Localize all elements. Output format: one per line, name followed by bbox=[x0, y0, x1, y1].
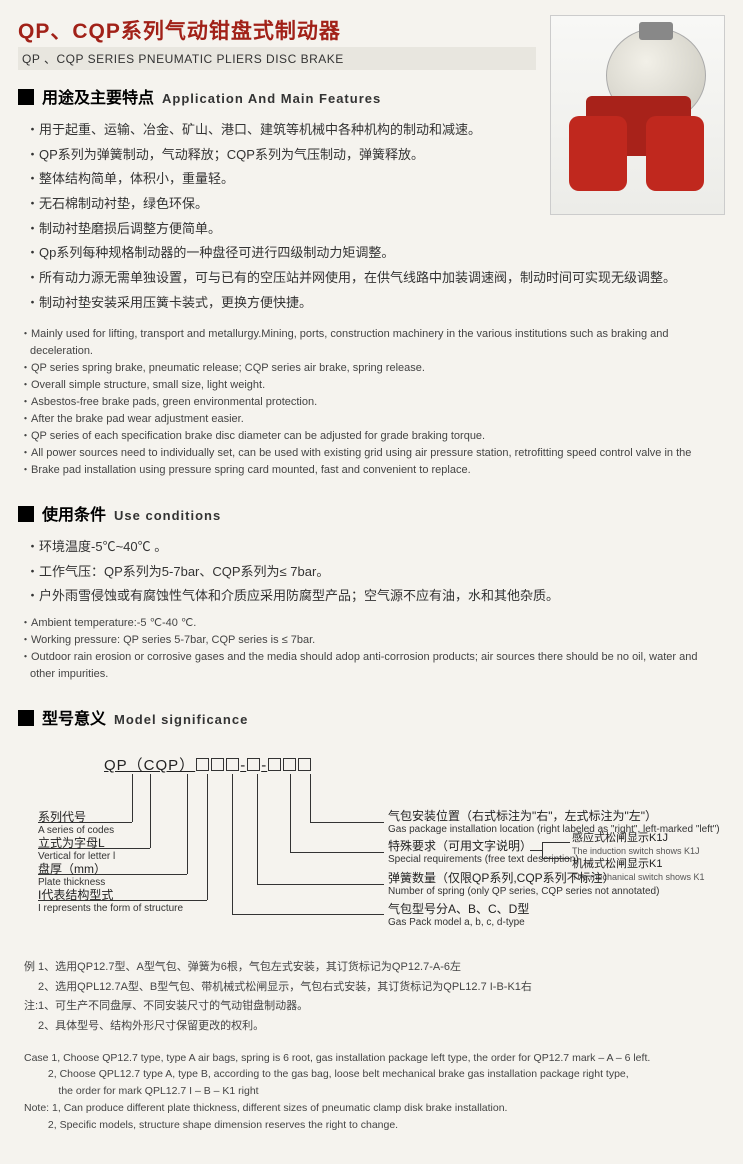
legend-cn: 气包型号分A、B、C、D型 bbox=[388, 902, 529, 917]
example-row: Case 1, Choose QP12.7 type, type A air b… bbox=[24, 1050, 725, 1067]
legend-cn: 气包安装位置（右式标注为"右"，左式标注为"左"） bbox=[388, 809, 720, 824]
list-item: 整体结构简单，体积小，重量轻。 bbox=[40, 167, 536, 192]
section2-cn: 使用条件 bbox=[42, 501, 106, 525]
list-item: 工作气压：QP系列为5-7bar、CQP系列为≤ 7bar。 bbox=[40, 560, 725, 585]
list-item: 制动衬垫安装采用压簧卡装式，更换方便快捷。 bbox=[40, 291, 725, 316]
legend-cn: 立式为字母L bbox=[38, 836, 115, 851]
model-code-diagram: QP（CQP）-- 系列代号 A series of codes 立式为字母L … bbox=[32, 754, 725, 944]
square-icon bbox=[18, 89, 34, 105]
list-item: 户外雨雪侵蚀或有腐蚀性气体和介质应采用防腐型产品；空气源不应有油，水和其他杂质。 bbox=[40, 584, 725, 609]
example-row: 例 1、选用QP12.7型、A型气包、弹簧为6根，气包左式安装，其订货标记为QP… bbox=[24, 959, 725, 977]
list-item: Overall simple structure, small size, li… bbox=[30, 377, 725, 394]
section3-en: Model significance bbox=[114, 712, 248, 727]
list-item: 制动衬垫磨损后调整方便简单。 bbox=[40, 217, 536, 242]
title-cn: QP、CQP系列气动钳盘式制动器 bbox=[18, 15, 536, 45]
example-row: Note: 1, Can produce different plate thi… bbox=[24, 1100, 725, 1117]
list-item: 无石棉制动衬垫，绿色环保。 bbox=[40, 192, 536, 217]
legend-cn: 系列代号 bbox=[38, 810, 114, 825]
product-top bbox=[639, 22, 673, 40]
list-item: QP系列为弹簧制动，气动释放；CQP系列为气压制动，弹簧释放。 bbox=[40, 143, 536, 168]
legend-en: The induction switch shows K1J bbox=[572, 846, 700, 856]
list-item: 用于起重、运输、冶金、矿山、港口、建筑等机械中各种机构的制动和减速。 bbox=[40, 118, 536, 143]
legend-cn: I代表结构型式 bbox=[38, 888, 183, 903]
list-item: All power sources need to individually s… bbox=[30, 445, 725, 462]
example-row: 注:1、可生产不同盘厚、不同安装尺寸的气动钳盘制动器。 bbox=[24, 998, 725, 1016]
list-item: Brake pad installation using pressure sp… bbox=[30, 462, 725, 479]
example-row: 2、选用QPL12.7A型、B型气包、带机械式松闸显示，气包右式安装，其订货标记… bbox=[24, 979, 725, 997]
code-prefix: QP（CQP） bbox=[104, 757, 195, 774]
list-item: QP series of each specification brake di… bbox=[30, 428, 725, 445]
features-cn-list-cont: 所有动力源无需单独设置，可与已有的空压站并网使用，在供气线路中加装调速阀，制动时… bbox=[18, 266, 725, 315]
section3-head: 型号意义 Model significance bbox=[18, 705, 725, 729]
list-item: 所有动力源无需单独设置，可与已有的空压站并网使用，在供气线路中加装调速阀，制动时… bbox=[40, 266, 725, 291]
example-row: the order for mark QPL12.7 I – B – K1 ri… bbox=[24, 1083, 725, 1100]
section1-cn: 用途及主要特点 bbox=[42, 84, 154, 108]
section1-head: 用途及主要特点 Application And Main Features bbox=[18, 84, 536, 108]
list-item: QP series spring brake, pneumatic releas… bbox=[30, 360, 725, 377]
legend-en: I represents the form of structure bbox=[38, 903, 183, 916]
section3-cn: 型号意义 bbox=[42, 705, 106, 729]
section2-en: Use conditions bbox=[114, 508, 221, 523]
conditions-en-list: Ambient temperature:-5 ℃-40 ℃. Working p… bbox=[18, 615, 725, 683]
list-item: Working pressure: QP series 5-7bar, CQP … bbox=[30, 632, 725, 649]
list-item: Asbestos-free brake pads, green environm… bbox=[30, 394, 725, 411]
product-body bbox=[569, 116, 627, 191]
legend-en: Gas Pack model a, b, c, d-type bbox=[388, 917, 529, 930]
legend-en: Special requirements (free text descript… bbox=[388, 854, 579, 867]
example-row: 2, Choose QPL12.7 type A, type B, accord… bbox=[24, 1066, 725, 1083]
list-item: Outdoor rain erosion or corrosive gases … bbox=[30, 649, 725, 683]
example-row: 2、具体型号、结构外形尺寸保留更改的权利。 bbox=[24, 1018, 725, 1036]
square-icon bbox=[18, 506, 34, 522]
code-line: QP（CQP）-- bbox=[104, 754, 312, 775]
product-body bbox=[646, 116, 704, 191]
legend-cn: 盘厚（mm） bbox=[38, 862, 106, 877]
list-item: After the brake pad wear adjustment easi… bbox=[30, 411, 725, 428]
list-item: Qp系列每种规格制动器的一种盘径可进行四级制动力矩调整。 bbox=[40, 241, 536, 266]
conditions-cn-list: 环境温度-5℃~40℃ 。 工作气压：QP系列为5-7bar、CQP系列为≤ 7… bbox=[18, 535, 725, 609]
list-item: Ambient temperature:-5 ℃-40 ℃. bbox=[30, 615, 725, 632]
section1-en: Application And Main Features bbox=[162, 91, 381, 106]
legend-en: Number of spring (only QP series, CQP se… bbox=[388, 886, 659, 899]
features-cn-list: 用于起重、运输、冶金、矿山、港口、建筑等机械中各种机构的制动和减速。 QP系列为… bbox=[18, 118, 536, 266]
square-icon bbox=[18, 710, 34, 726]
title-en: QP 、CQP SERIES PNEUMATIC PLIERS DISC BRA… bbox=[18, 47, 536, 70]
legend-cn: 感应式松闸显示K1J bbox=[572, 832, 668, 844]
product-image bbox=[550, 15, 725, 215]
list-item: 环境温度-5℃~40℃ 。 bbox=[40, 535, 725, 560]
section2-head: 使用条件 Use conditions bbox=[18, 501, 725, 525]
legend-cn: 机械式松闸显示K1 bbox=[572, 858, 662, 870]
legend-cn: 弹簧数量（仅限QP系列,CQP系列不标注） bbox=[388, 871, 659, 886]
features-en-list: Mainly used for lifting, transport and m… bbox=[18, 326, 725, 479]
examples-cn: 例 1、选用QP12.7型、A型气包、弹簧为6根，气包左式安装，其订货标记为QP… bbox=[18, 959, 725, 1035]
examples-en: Case 1, Choose QP12.7 type, type A air b… bbox=[18, 1050, 725, 1134]
example-row: 2, Specific models, structure shape dime… bbox=[24, 1117, 725, 1134]
list-item: Mainly used for lifting, transport and m… bbox=[30, 326, 725, 360]
